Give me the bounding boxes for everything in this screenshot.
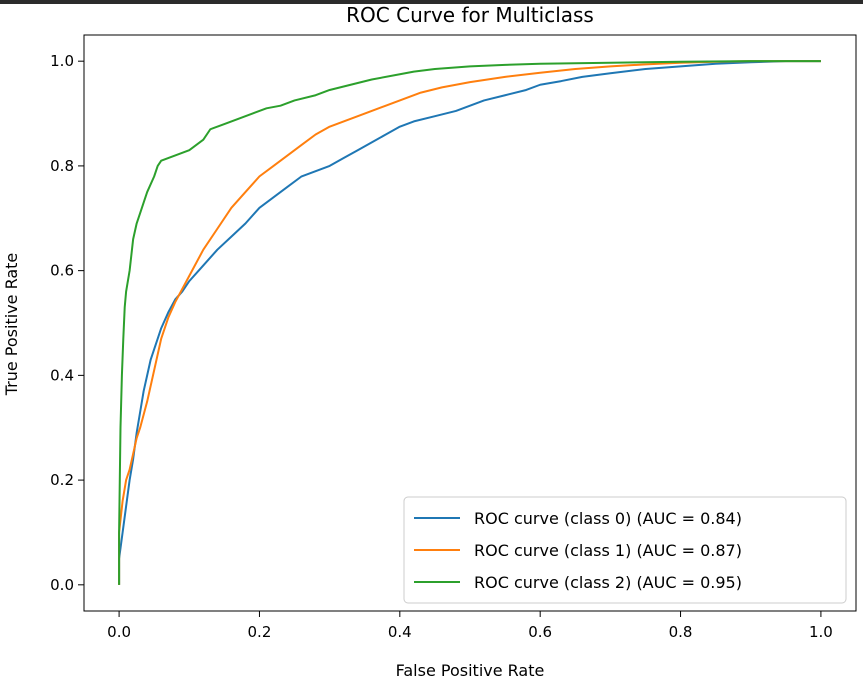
window-top-bar bbox=[0, 0, 863, 4]
x-axis-label: False Positive Rate bbox=[396, 661, 545, 680]
y-axis-label: True Positive Rate bbox=[2, 253, 21, 397]
y-tick-label: 0.8 bbox=[50, 157, 74, 175]
x-tick-label: 0.0 bbox=[107, 623, 131, 641]
x-tick-label: 0.8 bbox=[669, 623, 693, 641]
y-tick-label: 0.2 bbox=[50, 471, 74, 489]
legend-box bbox=[403, 496, 847, 604]
series-line-class-2 bbox=[118, 60, 821, 585]
y-tick-label: 1.0 bbox=[50, 52, 74, 70]
y-tick-label: 0.6 bbox=[50, 262, 74, 280]
y-tick-label: 0.0 bbox=[50, 576, 74, 594]
y-axis-ticks: 0.0 0.2 0.4 0.6 0.8 1.0 bbox=[50, 52, 84, 594]
legend: ROC curve (class 0) (AUC = 0.84) ROC curv… bbox=[403, 496, 847, 604]
chart-title: ROC Curve for Multiclass bbox=[346, 3, 594, 27]
x-tick-label: 0.4 bbox=[388, 623, 412, 641]
series-layer bbox=[118, 60, 821, 585]
x-axis-ticks: 0.0 0.2 0.4 0.6 0.8 1.0 bbox=[107, 611, 833, 641]
x-tick-label: 1.0 bbox=[809, 623, 833, 641]
plot-area bbox=[83, 34, 857, 612]
series-line-class-0 bbox=[118, 60, 821, 585]
series-line-class-1 bbox=[118, 60, 821, 585]
x-tick-label: 0.6 bbox=[528, 623, 552, 641]
legend-label-class-1: ROC curve (class 1) (AUC = 0.87) bbox=[474, 541, 742, 560]
x-tick-label: 0.2 bbox=[248, 623, 272, 641]
axes-frame bbox=[83, 34, 857, 612]
y-tick-label: 0.4 bbox=[50, 366, 74, 384]
legend-label-class-2: ROC curve (class 2) (AUC = 0.95) bbox=[474, 573, 742, 592]
legend-label-class-0: ROC curve (class 0) (AUC = 0.84) bbox=[474, 509, 742, 528]
